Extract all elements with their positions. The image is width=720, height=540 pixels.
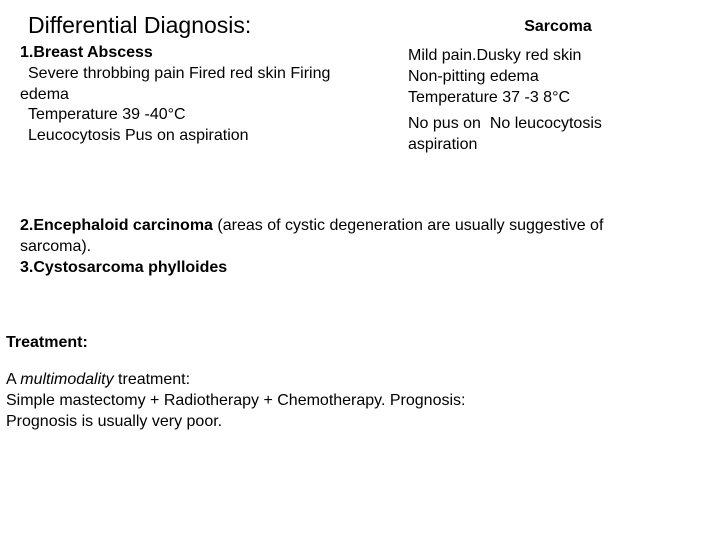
treatment-emphasis: multimodality bbox=[20, 371, 113, 388]
sarcoma-block: Mild pain.Dusky red skin Non-pitting ede… bbox=[408, 46, 698, 108]
encephaloid-line: 2.Encephaloid carcinoma (areas of cystic… bbox=[20, 216, 700, 237]
right-column: Sarcoma Mild pain.Dusky red skin Non-pit… bbox=[418, 12, 698, 156]
left-column: Differential Diagnosis: 1.Breast Abscess… bbox=[28, 12, 418, 156]
mid-section: 2.Encephaloid carcinoma (areas of cystic… bbox=[0, 156, 720, 278]
differential-diagnosis-title: Differential Diagnosis: bbox=[28, 12, 408, 39]
sarcoma-line: No pus on bbox=[408, 115, 481, 132]
treatment-text: A bbox=[6, 371, 20, 388]
bottom-section: Treatment: A multimodality treatment: Si… bbox=[0, 278, 720, 432]
sarcoma-block2: No pus on No leucocytosis aspiration bbox=[408, 114, 698, 156]
encephaloid-heading: 2.Encephaloid carcinoma bbox=[20, 217, 217, 234]
abscess-line: Leucocytosis Pus on aspiration bbox=[28, 126, 408, 147]
treatment-heading: Treatment: bbox=[6, 333, 700, 354]
sarcoma-line: Mild pain.Dusky red skin bbox=[408, 46, 698, 67]
abscess-line: edema bbox=[20, 85, 408, 106]
sarcoma-line: aspiration bbox=[408, 135, 698, 156]
treatment-line: Prognosis is usually very poor. bbox=[6, 412, 700, 433]
abscess-line: Severe throbbing pain Fired red skin Fir… bbox=[28, 64, 408, 85]
spacer bbox=[6, 354, 700, 370]
treatment-text: treatment: bbox=[114, 371, 190, 388]
sarcoma-line: Non-pitting edema bbox=[408, 67, 698, 88]
treatment-line: A multimodality treatment: bbox=[6, 370, 700, 391]
treatment-line: Simple mastectomy + Radiotherapy + Chemo… bbox=[6, 391, 700, 412]
encephaloid-line: sarcoma). bbox=[20, 237, 700, 258]
top-comparison: Differential Diagnosis: 1.Breast Abscess… bbox=[0, 0, 720, 156]
sarcoma-line: Temperature 37 -3 8°C bbox=[408, 88, 698, 109]
abscess-heading: 1.Breast Abscess bbox=[20, 43, 408, 64]
abscess-line: Temperature 39 -40°C bbox=[28, 105, 408, 126]
cystosarcoma-line: 3.Cystosarcoma phylloides bbox=[20, 258, 700, 279]
breast-abscess-block: 1.Breast Abscess Severe throbbing pain F… bbox=[28, 43, 408, 147]
sarcoma-line: No leucocytosis bbox=[490, 115, 602, 132]
encephaloid-text: (areas of cystic degeneration are usuall… bbox=[217, 217, 603, 234]
sarcoma-heading: Sarcoma bbox=[418, 18, 698, 36]
